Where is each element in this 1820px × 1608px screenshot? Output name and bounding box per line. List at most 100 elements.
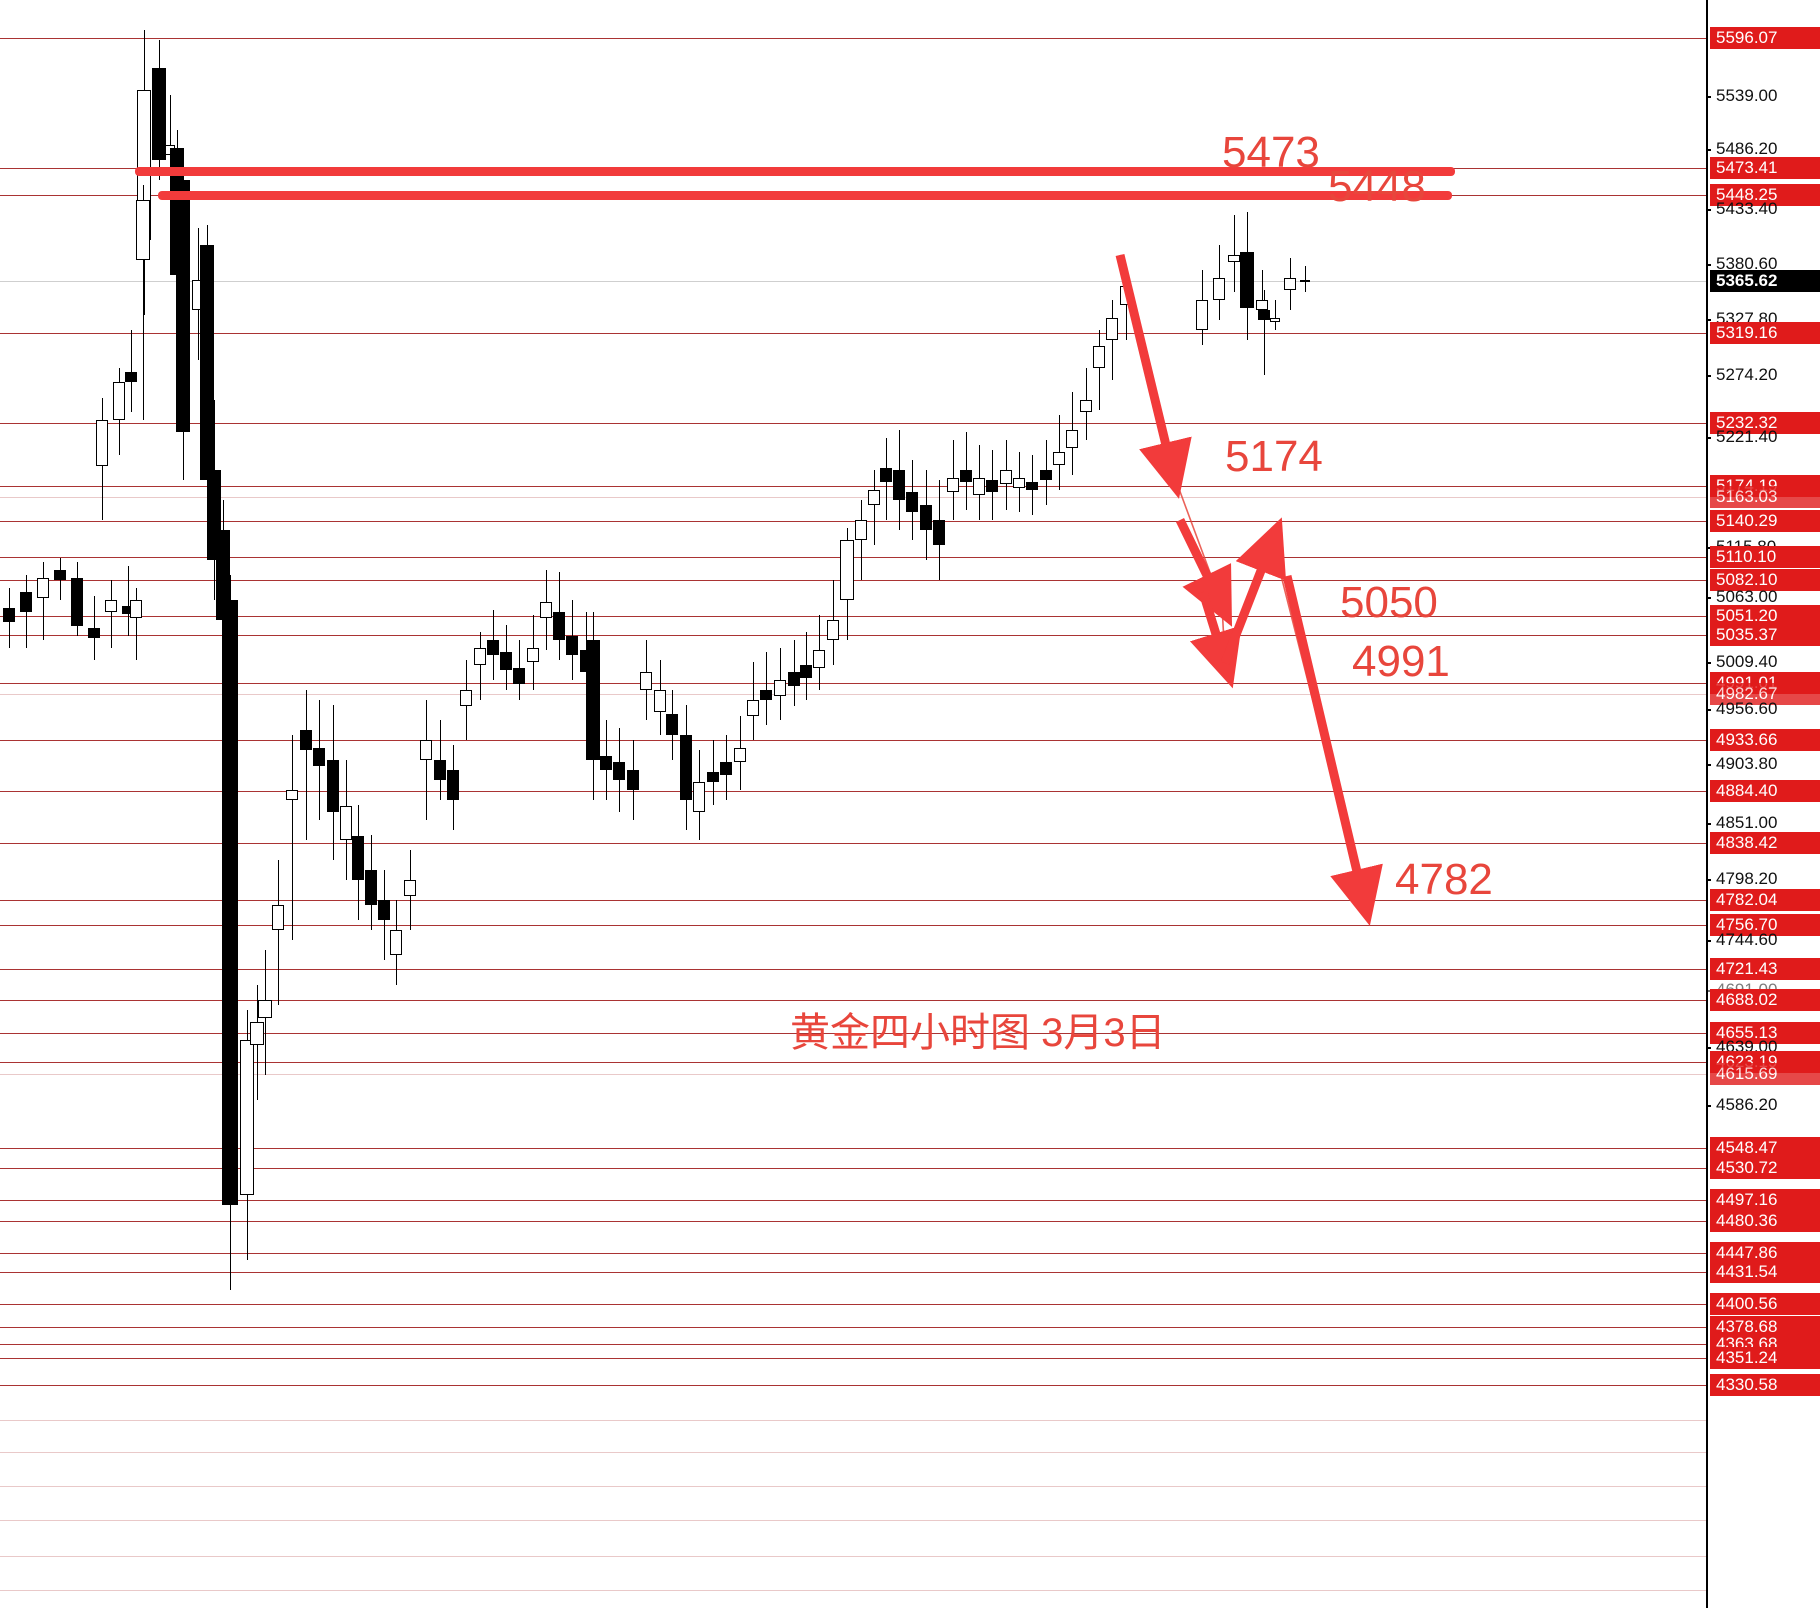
price-level-tag[interactable]: 4782.04	[1710, 889, 1820, 911]
candle-body	[973, 478, 985, 495]
price-level-tag[interactable]: 4884.40	[1710, 780, 1820, 802]
resistance-zone-5473[interactable]	[135, 167, 1455, 176]
candlestick	[222, 575, 238, 1290]
price-level-tag[interactable]: 5319.16	[1710, 322, 1820, 344]
candle-body	[1120, 286, 1132, 305]
candle-body	[1093, 346, 1105, 368]
axis-tick: 5063.00	[1708, 587, 1820, 607]
axis-tick-dash	[1708, 709, 1711, 711]
candle-wick	[127, 566, 129, 636]
price-level-tag[interactable]: 5035.37	[1710, 624, 1820, 646]
candlestick	[250, 985, 264, 1100]
candlestick	[88, 596, 100, 660]
price-level-tag[interactable]: 4378.68	[1710, 1316, 1820, 1338]
candle-wick	[1261, 270, 1263, 318]
candle-body	[1013, 478, 1025, 488]
candle-body	[527, 648, 539, 662]
candlestick	[933, 480, 945, 580]
gridline	[0, 740, 1706, 741]
candlestick	[600, 720, 612, 800]
axis-tick: 4586.20	[1708, 1095, 1820, 1115]
candlestick	[855, 500, 867, 580]
candlestick-plot-area[interactable]	[0, 0, 1706, 1608]
price-level-tag[interactable]: 5448.25	[1710, 184, 1820, 206]
price-level-tag[interactable]: 4497.16	[1710, 1189, 1820, 1211]
price-level-tag[interactable]: 4688.02	[1710, 989, 1820, 1011]
price-level-tag[interactable]: 5110.10	[1710, 546, 1820, 568]
price-level-tag[interactable]: 4933.66	[1710, 729, 1820, 751]
price-level-tag[interactable]: 4982.67	[1710, 683, 1820, 705]
price-level-tag[interactable]: 4838.42	[1710, 832, 1820, 854]
candlestick	[627, 740, 639, 820]
candlestick	[1300, 266, 1310, 292]
price-level-tag[interactable]: 5232.32	[1710, 412, 1820, 434]
candlestick	[734, 716, 746, 790]
axis-tick-dash	[1708, 149, 1711, 151]
axis-tick: 5221.40	[1708, 427, 1820, 447]
candle-body	[404, 880, 416, 896]
gridline	[0, 1200, 1706, 1201]
candlestick	[760, 652, 772, 725]
candle-body	[880, 468, 892, 482]
candle-body	[3, 608, 15, 622]
axis-tick: 5486.20	[1708, 139, 1820, 159]
price-level-tag[interactable]: 4351.24	[1710, 1347, 1820, 1369]
price-level-tag[interactable]: 4530.72	[1710, 1157, 1820, 1179]
candlestick	[272, 860, 284, 1005]
candlestick	[313, 700, 325, 820]
price-level-tag[interactable]: 4447.86	[1710, 1242, 1820, 1264]
candle-body	[680, 735, 692, 800]
price-level-tag[interactable]: 4548.47	[1710, 1137, 1820, 1159]
axis-tick-dash	[1708, 264, 1711, 266]
gridline	[0, 969, 1706, 970]
candle-body	[1284, 278, 1296, 290]
candlestick	[390, 900, 402, 985]
price-level-tag[interactable]: 4330.58	[1710, 1374, 1820, 1396]
candle-body	[1270, 318, 1280, 322]
candle-body	[313, 748, 325, 766]
price-level-tag[interactable]: 4756.70	[1710, 914, 1820, 936]
candle-body	[734, 748, 746, 762]
price-level-tag[interactable]: 5163.03	[1710, 486, 1820, 508]
candle-wick	[142, 185, 144, 420]
candle-body	[71, 578, 83, 626]
candle-body	[720, 762, 732, 775]
gridline	[0, 1272, 1706, 1273]
price-level-tag[interactable]: 4480.36	[1710, 1210, 1820, 1232]
price-level-tag[interactable]: 4431.54	[1710, 1261, 1820, 1283]
candle-wick	[277, 860, 279, 1005]
price-level-tag[interactable]: 4400.56	[1710, 1293, 1820, 1315]
price-level-tag[interactable]: 5596.07	[1710, 27, 1820, 49]
price-level-tag[interactable]: 5051.20	[1710, 605, 1820, 627]
candlestick	[720, 735, 732, 800]
candlestick	[640, 640, 652, 720]
candlestick	[540, 570, 552, 650]
axis-tick-dash	[1708, 319, 1711, 321]
axis-tick: 4956.60	[1708, 699, 1820, 719]
candlestick	[947, 440, 959, 520]
candle-body	[1053, 452, 1065, 465]
gridline	[0, 1590, 1706, 1591]
price-level-tag[interactable]: 4655.13	[1710, 1022, 1820, 1044]
last-price-tag[interactable]: 5365.62	[1710, 270, 1820, 292]
price-level-tag[interactable]: 4721.43	[1710, 958, 1820, 980]
candle-body	[1000, 470, 1012, 484]
candle-wick	[765, 652, 767, 725]
axis-tick-dash	[1708, 990, 1711, 992]
candle-body	[365, 870, 377, 905]
price-axis[interactable]: 5596.07 5539.00 5486.20 5473.41 5448.25 5433.…	[1706, 0, 1820, 1608]
resistance-zone-5448[interactable]	[158, 191, 1452, 200]
price-level-tag[interactable]: 5473.41	[1710, 157, 1820, 179]
candle-body	[1080, 400, 1092, 412]
price-level-tag[interactable]: 5082.10	[1710, 569, 1820, 591]
axis-tick: 5009.40	[1708, 652, 1820, 672]
axis-tick-dash	[1708, 547, 1711, 549]
candlestick	[747, 662, 759, 740]
candle-body	[378, 900, 390, 920]
candle-wick	[42, 562, 44, 640]
candlestick	[404, 850, 416, 930]
price-level-tag[interactable]: 4615.69	[1710, 1063, 1820, 1085]
candle-body	[933, 520, 945, 545]
candle-body	[250, 1022, 264, 1045]
price-level-tag[interactable]: 5140.29	[1710, 510, 1820, 532]
